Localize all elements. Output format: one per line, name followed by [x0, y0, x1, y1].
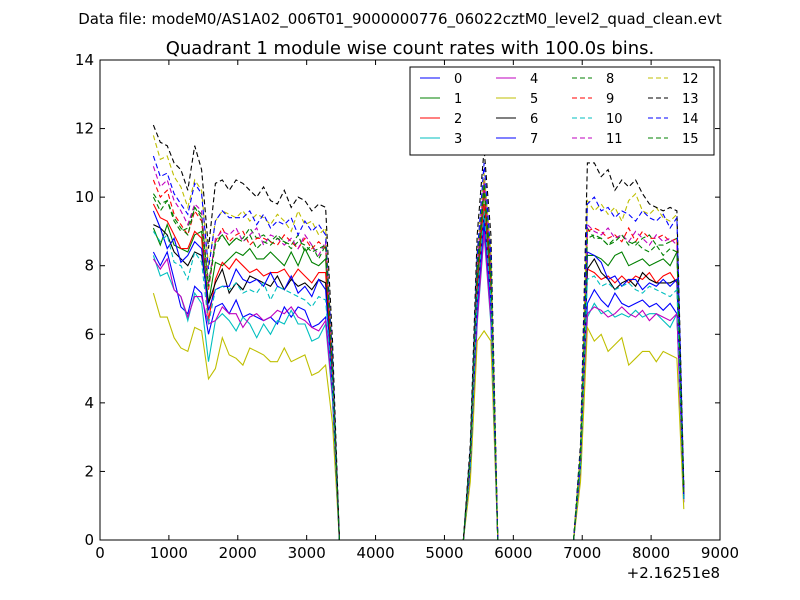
legend-label-0: 0: [454, 72, 462, 87]
x-tick-label: 5000: [425, 544, 463, 562]
legend-label-6: 6: [530, 112, 538, 127]
y-tick-label: 0: [84, 531, 94, 549]
legend-label-1: 1: [454, 92, 462, 107]
x-tick-label: 1000: [150, 544, 188, 562]
legend-label-13: 13: [682, 92, 699, 107]
y-tick-label: 6: [84, 325, 94, 343]
axes-frame: [99, 59, 721, 541]
x-tick-label: 4000: [356, 544, 394, 562]
legend-label-14: 14: [682, 112, 699, 127]
legend-label-11: 11: [606, 132, 623, 147]
series-line-9: [152, 179, 685, 541]
x-tick-label: 3000: [288, 544, 326, 562]
x-axis-offset-label: +2.16251e8: [627, 564, 720, 582]
y-tick-label: 14: [75, 51, 94, 69]
figure-suptitle: Data file: modeM0/AS1A02_006T01_90000007…: [78, 10, 722, 29]
y-tick-label: 8: [84, 257, 94, 275]
legend-label-5: 5: [530, 92, 538, 107]
x-tick-label: 9000: [701, 544, 739, 562]
x-tick-label: 2000: [219, 544, 257, 562]
legend-label-4: 4: [530, 72, 538, 87]
legend-label-10: 10: [606, 112, 623, 127]
x-tick-label: 0: [95, 544, 105, 562]
legend-label-9: 9: [606, 92, 614, 107]
x-tick-label: 8000: [632, 544, 670, 562]
legend-label-7: 7: [530, 132, 538, 147]
chart-title: Quadrant 1 module wise count rates with …: [166, 38, 655, 59]
y-tick-label: 12: [75, 120, 94, 138]
x-axis: 0 1000 2000 3000 4000 5000 6000 7000 8000 9000: [95, 60, 739, 562]
legend-label-8: 8: [606, 72, 614, 87]
y-tick-label: 4: [84, 394, 94, 412]
legend-label-15: 15: [682, 132, 699, 147]
x-tick-label: 6000: [494, 544, 532, 562]
legend-label-2: 2: [454, 112, 462, 127]
x-tick-label: 7000: [563, 544, 601, 562]
y-tick-label: 10: [75, 188, 94, 206]
legend-frame: [409, 66, 715, 156]
y-tick-label: 2: [84, 462, 94, 480]
legend-label-12: 12: [682, 72, 699, 87]
legend-label-3: 3: [454, 132, 462, 147]
